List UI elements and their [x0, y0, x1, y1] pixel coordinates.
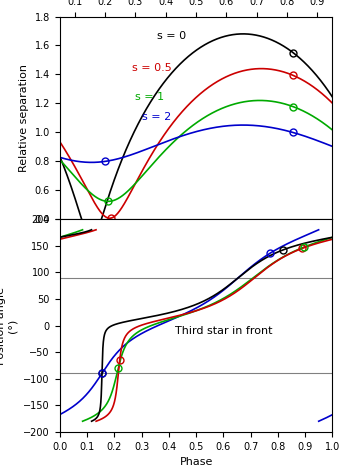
- Text: s = 0.5: s = 0.5: [132, 63, 172, 73]
- Y-axis label: Relative separation: Relative separation: [19, 64, 29, 172]
- X-axis label: Phase: Phase: [179, 457, 213, 467]
- Text: s = 2: s = 2: [142, 112, 171, 122]
- Text: s = 1: s = 1: [135, 92, 165, 102]
- Text: s = 0: s = 0: [157, 31, 186, 41]
- Text: Third star in front: Third star in front: [175, 326, 272, 336]
- Y-axis label: Position angle
(°): Position angle (°): [0, 287, 18, 364]
